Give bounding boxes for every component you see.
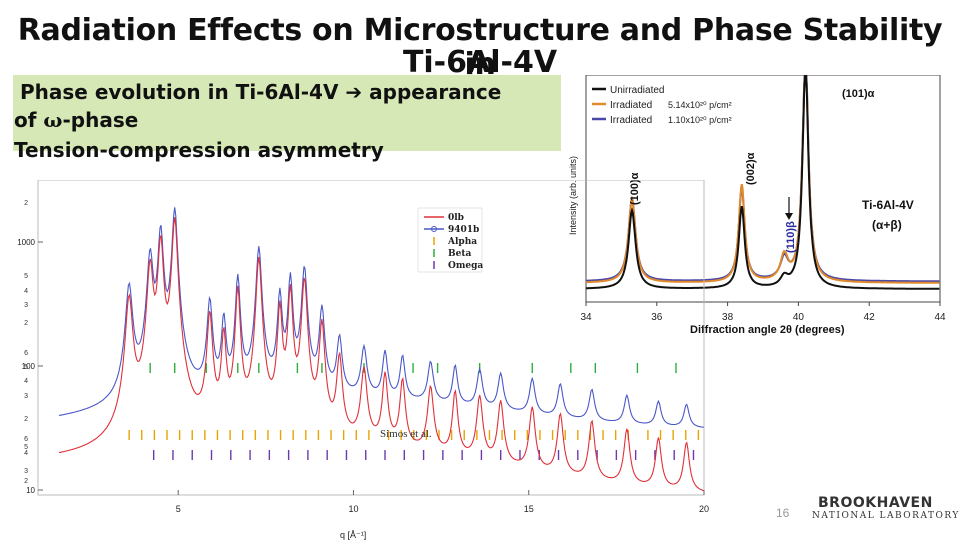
legend-label-irr-2: Irradiated <box>610 115 652 126</box>
callout-line-1: Phase evolution in Ti-6Al-4V ➔ appearanc… <box>20 80 501 104</box>
q-xlabel: q [Å⁻¹] <box>340 530 366 540</box>
q-legend-label-0lb: 0lb <box>448 213 464 223</box>
xrd-legend: Unirradiated Irradiated 5.14x10²⁰ p/cm² … <box>592 85 732 126</box>
citation-annotation: Simos et al. <box>380 428 432 440</box>
callout-text-appearance: appearance <box>369 80 502 104</box>
xrd-x-tick-label: 34 <box>580 312 592 323</box>
q-x-tick-label: 10 <box>348 504 358 514</box>
brookhaven-logo: BROOKHAVEN <box>818 495 933 511</box>
q-y-minor-tick-label: 2 <box>24 416 28 423</box>
q-x-tick-label: 20 <box>699 504 709 514</box>
q-plot-frame <box>37 180 705 496</box>
xrd-plot-frame <box>585 75 941 303</box>
q-legend-label-beta: Beta <box>448 249 471 259</box>
q-series-line <box>58 217 704 492</box>
peak-label-101a: (101)α <box>842 88 875 100</box>
legend-label-irr-1: Irradiated <box>610 100 652 111</box>
xrd-xlabel: Diffraction angle 2θ (degrees) <box>690 324 845 336</box>
callout-text-of: of <box>14 108 37 132</box>
xrd-x-tick-label: 40 <box>793 312 805 323</box>
xrd-x-tick-label: 38 <box>722 312 734 323</box>
xrd-series-line <box>586 75 940 290</box>
q-y-minor-tick-label: 5 <box>24 364 28 371</box>
xrd-ylabel: Intensity (arb. units) <box>568 156 578 235</box>
q-x-ticks: 5 10 15 20 <box>176 490 709 514</box>
q-x-tick-label: 15 <box>524 504 534 514</box>
q-y-minor-tick-label: 6 <box>24 436 28 443</box>
xrd-curves <box>585 75 940 290</box>
arrow-right-icon: ➔ <box>345 80 363 104</box>
callout-box <box>13 75 561 151</box>
legend-label-unirradiated: Unirradiated <box>610 85 664 96</box>
peak-label-110b: (110)β <box>785 221 797 253</box>
q-y-tick-label: 1000 <box>17 238 35 247</box>
callout-line-3: Tension-compression asymmetry <box>14 138 384 162</box>
brookhaven-logo-subtitle: NATIONAL LABORATORY <box>812 511 960 521</box>
q-y-minor-tick-label: 2 <box>24 200 28 207</box>
xrd-chart: 34 36 38 40 42 44 Unirradiated Irradiated 5.1… <box>568 75 946 336</box>
beta-peak-arrowhead <box>785 213 793 220</box>
q-legend-label-omega: Omega <box>448 261 483 271</box>
xrd-series-line <box>585 75 940 284</box>
q-y-minor-tick-label: 5 <box>24 273 28 280</box>
q-y-minor-tick-label: 3 <box>24 393 28 400</box>
q-y-minor-tick-label: 5 <box>24 444 28 451</box>
slide-title: Radiation Effects on Microstructure and … <box>17 13 943 82</box>
xrd-annot-phase: (α+β) <box>872 218 902 232</box>
legend-dose-irr-1: 5.14x10²⁰ p/cm² <box>668 100 732 110</box>
page-number: 16 <box>776 506 790 520</box>
q-legend-label-alpha: Alpha <box>447 237 477 247</box>
omega-symbol: ω <box>43 108 63 132</box>
callout-text-phase-suffix: -phase <box>62 108 139 132</box>
q-y-minor-tick-label: 4 <box>24 378 28 385</box>
q-y-tick-label: 10 <box>26 486 35 495</box>
q-series-line <box>58 207 704 428</box>
xrd-x-tick-label: 42 <box>864 312 876 323</box>
q-y-minor-tick-label: 3 <box>24 302 28 309</box>
q-y-minor-tick-label: 4 <box>24 288 28 295</box>
q-legend-label-9401b: 9401b <box>448 225 479 235</box>
q-y-tick-label: 100 <box>22 362 36 371</box>
q-legend: 0lb 9401b Alpha Beta Omega <box>417 207 483 273</box>
xrd-x-tick-label: 36 <box>651 312 663 323</box>
xrd-annot-alloy: Ti-6Al-4V <box>862 198 914 212</box>
xrd-x-ticks: 34 36 38 40 42 44 <box>580 302 946 323</box>
callout-line-2: of ω-phase <box>14 108 138 132</box>
q-y-minor-tick-label: 2 <box>24 320 28 327</box>
legend-dose-irr-2: 1.10x10²⁰ p/cm² <box>668 115 732 125</box>
q-y-minor-tick-label: 2 <box>24 478 28 485</box>
q-legend-marker-9401b <box>431 226 437 232</box>
q-legend-box <box>417 207 483 273</box>
q-x-tick-label: 5 <box>176 504 181 514</box>
q-y-minor-tick-label: 3 <box>24 468 28 475</box>
q-curves <box>58 207 704 492</box>
q-y-minor-tick-label: 4 <box>24 450 28 457</box>
q-y-minor-tick-label: 6 <box>24 350 28 357</box>
xrd-x-tick-label: 44 <box>934 312 946 323</box>
peak-label-002a: (002)α <box>745 152 757 185</box>
callout-text-phase: Phase evolution in Ti-6Al-4V <box>20 80 339 104</box>
q-phase-ticks <box>128 363 700 460</box>
slide-title-line2: Ti-6Al-4V <box>402 45 558 80</box>
